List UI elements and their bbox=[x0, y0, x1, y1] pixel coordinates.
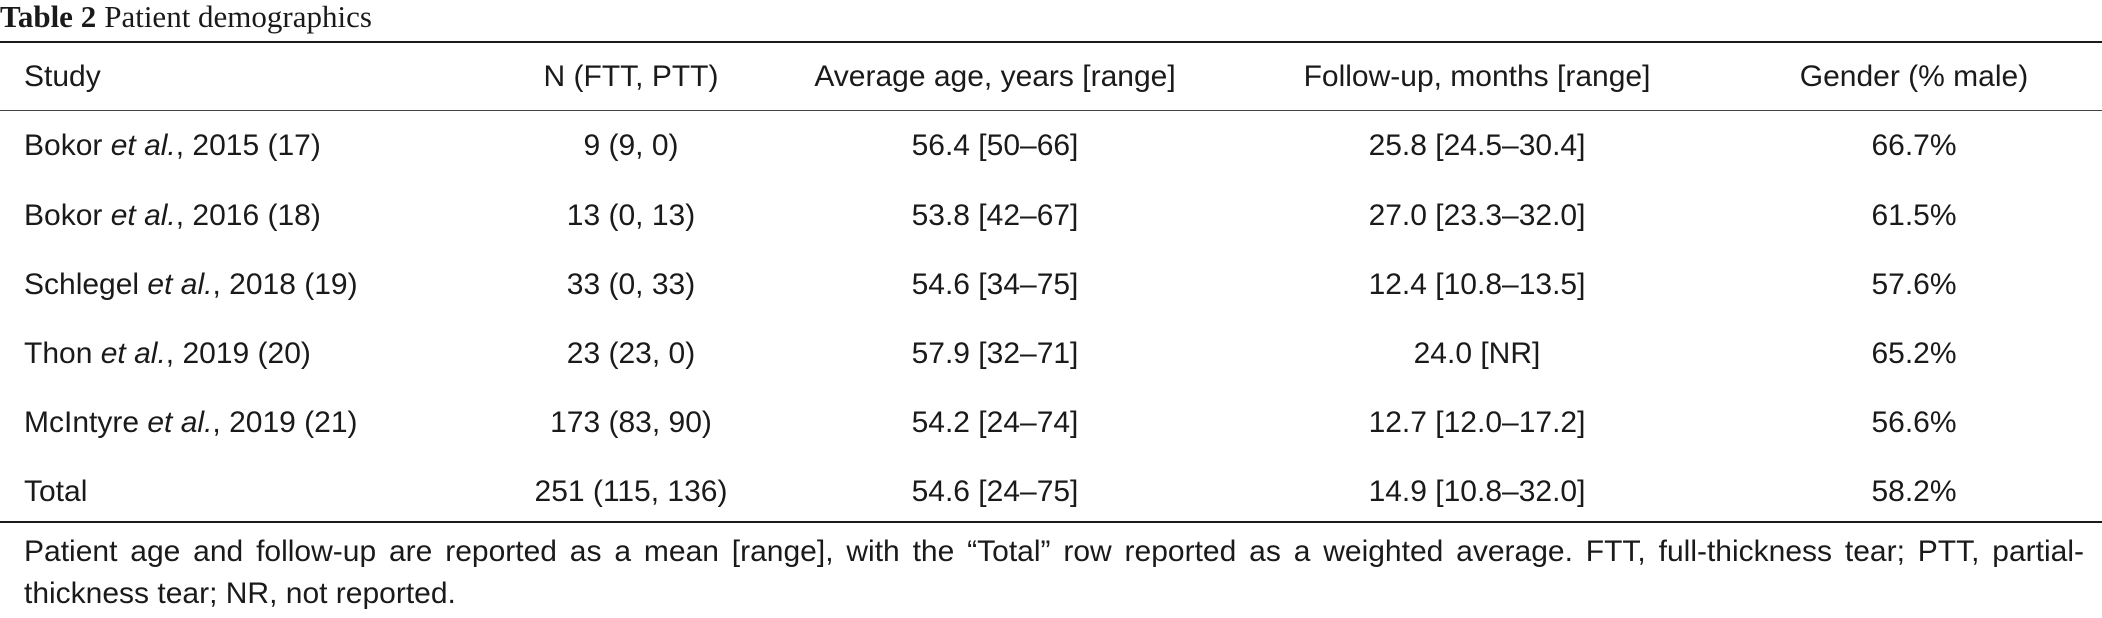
header-row: Study N (FTT, PTT) Average age, years [r… bbox=[0, 43, 2102, 110]
table-row: McIntyre et al., 2019 (21) 173 (83, 90) … bbox=[0, 388, 2102, 457]
table-row-total: Total 251 (115, 136) 54.6 [24–75] 14.9 [… bbox=[0, 457, 2102, 526]
study-author: McIntyre bbox=[24, 405, 140, 439]
study-etal: et al. bbox=[147, 267, 213, 301]
study-cell: Total bbox=[0, 457, 500, 526]
gender-cell: 57.6% bbox=[1871, 267, 1957, 301]
age-cell: 57.9 [32–71] bbox=[911, 336, 1079, 370]
study-author: Thon bbox=[24, 336, 93, 370]
table-row: Thon et al., 2019 (20) 23 (23, 0) 57.9 [… bbox=[0, 319, 2102, 388]
n-cell: 13 (0, 13) bbox=[566, 198, 696, 232]
followup-cell: 24.0 [NR] bbox=[1413, 336, 1541, 370]
header-gender: Gender (% male) bbox=[1799, 59, 2029, 93]
study-year-ref: , 2019 (20) bbox=[165, 336, 311, 370]
n-cell: 173 (83, 90) bbox=[550, 405, 712, 439]
age-cell: 53.8 [42–67] bbox=[911, 198, 1079, 232]
study-author: Schlegel bbox=[24, 267, 140, 301]
age-cell: 54.6 [24–75] bbox=[911, 474, 1079, 508]
followup-cell: 25.8 [24.5–30.4] bbox=[1368, 128, 1586, 162]
gender-cell: 65.2% bbox=[1871, 336, 1957, 370]
study-author: Total bbox=[24, 474, 88, 508]
table-row: Schlegel et al., 2018 (19) 33 (0, 33) 54… bbox=[0, 250, 2102, 319]
study-etal: et al. bbox=[100, 336, 166, 370]
study-year-ref: , 2015 (17) bbox=[175, 128, 321, 162]
top-rule bbox=[0, 41, 2102, 43]
gender-cell: 66.7% bbox=[1871, 128, 1957, 162]
followup-cell: 12.7 [12.0–17.2] bbox=[1368, 405, 1586, 439]
age-cell: 54.2 [24–74] bbox=[911, 405, 1079, 439]
bottom-rule bbox=[0, 521, 2102, 523]
study-author: Bokor bbox=[24, 128, 103, 162]
study-author: Bokor bbox=[24, 198, 103, 232]
table-row: Bokor et al., 2015 (17) 9 (9, 0) 56.4 [5… bbox=[0, 110, 2102, 181]
study-cell: Schlegel et al., 2018 (19) bbox=[0, 250, 500, 319]
study-cell: McIntyre et al., 2019 (21) bbox=[0, 388, 500, 457]
followup-cell: 12.4 [10.8–13.5] bbox=[1368, 267, 1586, 301]
header-age: Average age, years [range] bbox=[814, 59, 1176, 93]
study-cell: Thon et al., 2019 (20) bbox=[0, 319, 500, 388]
demographics-table: Study N (FTT, PTT) Average age, years [r… bbox=[0, 43, 2102, 526]
followup-cell: 14.9 [10.8–32.0] bbox=[1368, 474, 1586, 508]
table-row: Bokor et al., 2016 (18) 13 (0, 13) 53.8 … bbox=[0, 181, 2102, 250]
study-year-ref: , 2018 (19) bbox=[212, 267, 358, 301]
study-etal: et al. bbox=[110, 198, 176, 232]
table-title: Patient demographics bbox=[104, 0, 372, 34]
n-cell: 33 (0, 33) bbox=[566, 267, 696, 301]
header-followup: Follow-up, months [range] bbox=[1303, 59, 1651, 93]
age-cell: 54.6 [34–75] bbox=[911, 267, 1079, 301]
study-cell: Bokor et al., 2016 (18) bbox=[0, 181, 500, 250]
study-etal: et al. bbox=[110, 128, 176, 162]
age-cell: 56.4 [50–66] bbox=[911, 128, 1079, 162]
study-year-ref: , 2019 (21) bbox=[212, 405, 358, 439]
gender-cell: 61.5% bbox=[1871, 198, 1957, 232]
study-year-ref: , 2016 (18) bbox=[175, 198, 321, 232]
header-study: Study bbox=[24, 59, 101, 93]
n-cell: 23 (23, 0) bbox=[566, 336, 696, 370]
gender-cell: 58.2% bbox=[1871, 474, 1957, 508]
header-n: N (FTT, PTT) bbox=[543, 59, 719, 93]
table-caption: Table 2 Patient demographics bbox=[0, 0, 372, 38]
study-etal: et al. bbox=[147, 405, 213, 439]
study-cell: Bokor et al., 2015 (17) bbox=[0, 110, 500, 181]
table-number: Table 2 bbox=[0, 0, 97, 34]
n-cell: 9 (9, 0) bbox=[583, 128, 679, 162]
gender-cell: 56.6% bbox=[1871, 405, 1957, 439]
n-cell: 251 (115, 136) bbox=[534, 474, 728, 508]
table-footnote: Patient age and follow-up are reported a… bbox=[24, 535, 2084, 610]
followup-cell: 27.0 [23.3–32.0] bbox=[1368, 198, 1586, 232]
header-rule bbox=[0, 110, 2102, 111]
